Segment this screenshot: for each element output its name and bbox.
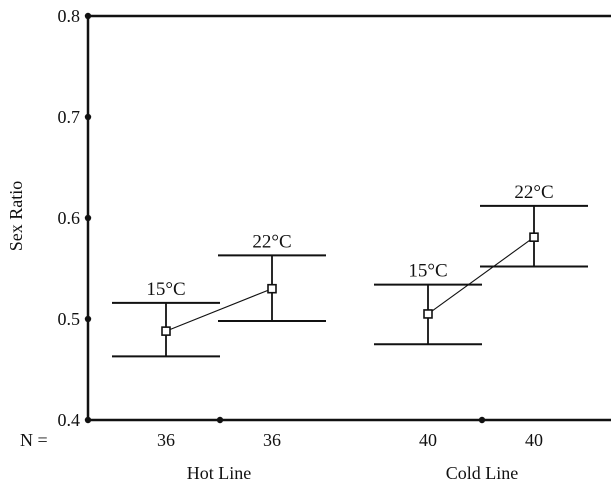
- group-0: 15°C 36 22°C 36 Hot Line: [112, 231, 326, 483]
- temperature-label: 22°C: [514, 182, 553, 203]
- temperature-label: 22°C: [252, 231, 291, 252]
- group-label: Hot Line: [187, 463, 252, 483]
- x-axis: [88, 14, 611, 422]
- y-tick-mark: [84, 214, 92, 222]
- data-point-marker: [423, 309, 433, 319]
- connector-line: [165, 288, 273, 332]
- x-group-tick: [216, 416, 224, 424]
- data-point-marker: [161, 326, 171, 336]
- group-label: Cold Line: [446, 463, 519, 483]
- n-value-label: 40: [525, 430, 543, 450]
- n-value-label: 40: [419, 430, 437, 450]
- data-point-marker: [267, 283, 277, 294]
- group-1: 15°C 40 22°C 40 Cold Line: [374, 182, 588, 483]
- y-axis: 0.4 0.5 0.6 0.7 0.8: [58, 6, 92, 430]
- y-axis-label: Sex Ratio: [6, 181, 26, 252]
- temperature-label: 15°C: [408, 261, 447, 282]
- y-tick-label: 0.8: [58, 6, 81, 26]
- y-tick-label: 0.5: [58, 309, 81, 329]
- x-group-tick: [478, 416, 486, 424]
- temperature-label: 15°C: [146, 279, 185, 300]
- connector-line: [427, 236, 535, 315]
- y-tick-label: 0.4: [58, 410, 81, 430]
- data-point-marker: [529, 232, 539, 242]
- n-label: N =: [20, 430, 48, 450]
- n-value-label: 36: [263, 430, 281, 450]
- n-value-label: 36: [157, 430, 175, 450]
- y-tick-label: 0.6: [58, 208, 81, 228]
- y-tick-mark: [84, 113, 92, 121]
- y-tick-mark: [84, 315, 92, 323]
- y-tick-label: 0.7: [58, 107, 81, 127]
